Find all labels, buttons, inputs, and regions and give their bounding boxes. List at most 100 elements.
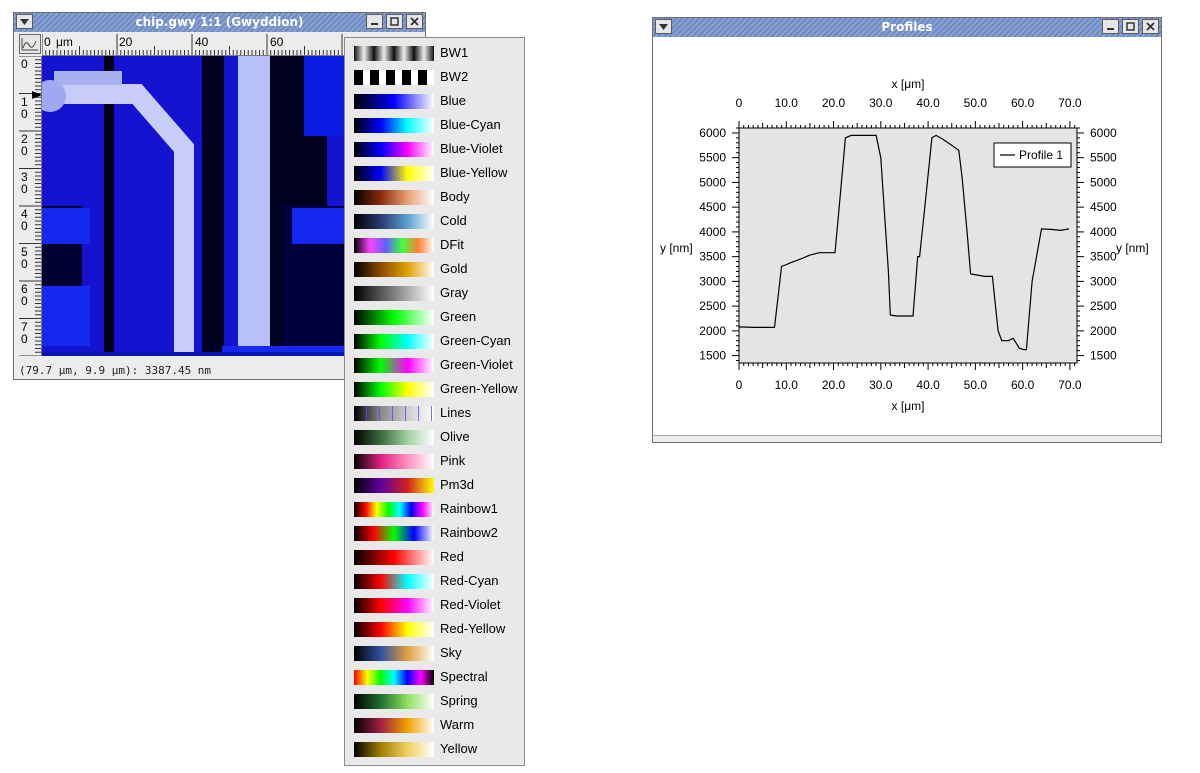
- gradient-menu-item-label: Spectral: [440, 669, 488, 684]
- profiles-window-titlebar[interactable]: Profiles: [653, 18, 1161, 37]
- gradient-menu-item[interactable]: Green-Cyan: [345, 330, 524, 354]
- x-tick-label-bottom: 70.0: [1058, 378, 1082, 392]
- window-menu-button[interactable]: [16, 14, 33, 29]
- gradient-menu-item[interactable]: Blue-Cyan: [345, 114, 524, 138]
- gradient-menu-item[interactable]: Spring: [345, 690, 524, 714]
- graph-icon: [21, 38, 38, 51]
- close-icon: [1146, 22, 1155, 31]
- x-tick-label-top: 10.0: [775, 96, 799, 110]
- legend-label: Profile 1: [1019, 148, 1063, 162]
- gradient-swatch: [354, 670, 434, 685]
- x-tick-label-bottom: 0: [736, 378, 743, 392]
- minimize-button[interactable]: [1102, 19, 1119, 34]
- minimize-button[interactable]: [366, 14, 383, 29]
- ruler-unit: μm: [56, 35, 73, 49]
- gradient-menu-item[interactable]: Sky: [345, 642, 524, 666]
- gradient-menu-item[interactable]: Blue: [345, 90, 524, 114]
- gradient-menu-item-label: Green-Yellow: [440, 381, 518, 396]
- gradient-swatch: [354, 286, 434, 301]
- gradient-menu-item[interactable]: BW2: [345, 66, 524, 90]
- y-tick-label-right: 3500: [1090, 250, 1117, 264]
- gradient-swatch: [354, 214, 434, 229]
- gradient-menu-item[interactable]: Gray: [345, 282, 524, 306]
- gradient-menu-item-label: Warm: [440, 717, 475, 732]
- gradient-menu-item-label: BW2: [440, 69, 469, 84]
- gradient-menu-item-label: Red: [440, 549, 464, 564]
- gradient-menu-item[interactable]: Green-Yellow: [345, 378, 524, 402]
- gradient-menu-item[interactable]: Blue-Violet: [345, 138, 524, 162]
- gradient-menu-item[interactable]: Rainbow1: [345, 498, 524, 522]
- gradient-menu-item[interactable]: Body: [345, 186, 524, 210]
- y-tick-label-left: 1500: [699, 349, 726, 363]
- gradient-menu-item-label: Olive: [440, 429, 470, 444]
- gradient-swatch: [354, 358, 434, 373]
- ruler-label: 4: [21, 207, 28, 221]
- gradient-menu-item[interactable]: BW1: [345, 42, 524, 66]
- series-line-profile-1: [738, 134, 1070, 351]
- ruler-label: 0: [21, 219, 28, 233]
- maximize-button[interactable]: [386, 14, 403, 29]
- gradient-menu-item[interactable]: Green: [345, 306, 524, 330]
- gradient-menu-item-label: Gold: [440, 261, 468, 276]
- gradient-swatch: [354, 694, 434, 709]
- y-tick-label-left: 2500: [699, 299, 726, 313]
- gradient-menu-item[interactable]: Lines: [345, 402, 524, 426]
- gradient-swatch: [354, 622, 434, 637]
- profiles-window: Profiles 0 0 10.0 10.0 20.0 20.0 30.0 30.0 40.0 4…: [652, 17, 1162, 443]
- gradient-menu-item[interactable]: Yellow: [345, 738, 524, 762]
- gradient-menu-item-label: Lines: [440, 405, 472, 420]
- y-tick-label-right: 5000: [1090, 175, 1117, 189]
- gradient-menu-item[interactable]: Warm: [345, 714, 524, 738]
- close-button[interactable]: [1142, 19, 1159, 34]
- window-menu-button[interactable]: [655, 19, 672, 34]
- close-icon: [410, 17, 419, 26]
- gradient-menu-item-label: Pink: [440, 453, 466, 468]
- gradient-menu-item-label: Red-Violet: [440, 597, 501, 612]
- minimize-icon: [371, 23, 378, 25]
- ruler-label: 2: [21, 132, 28, 146]
- graph-toggle-button[interactable]: [19, 34, 41, 54]
- gradient-menu-item[interactable]: Pink: [345, 450, 524, 474]
- gradient-menu-item[interactable]: Pm3d: [345, 474, 524, 498]
- gradient-menu-item[interactable]: Red-Violet: [345, 594, 524, 618]
- status-bar: (79.7 μm, 9.9 μm): 3387.45 nm: [19, 359, 349, 377]
- gradient-swatch: [354, 502, 434, 517]
- x-tick-label-top: 70.0: [1058, 96, 1082, 110]
- chevron-down-icon: [20, 18, 29, 25]
- ruler-label: 0: [21, 256, 28, 271]
- ruler-label-20: 20: [119, 35, 133, 49]
- gradient-swatch: [354, 526, 434, 541]
- y-tick-label-right: 3000: [1090, 274, 1117, 288]
- gradient-menu-item[interactable]: Red: [345, 546, 524, 570]
- ruler-label: 1: [21, 94, 28, 109]
- chip-window-title: chip.gwy 1:1 (Gwyddion): [135, 15, 304, 29]
- profiles-bottom-bar: [653, 435, 1161, 442]
- gradient-menu-item[interactable]: Green-Violet: [345, 354, 524, 378]
- gradient-menu-item[interactable]: Spectral: [345, 666, 524, 690]
- y-axis-label-right: y [nm]: [1116, 241, 1149, 255]
- gradient-menu-item[interactable]: Gold: [345, 258, 524, 282]
- gradient-menu-item[interactable]: Red-Cyan: [345, 570, 524, 594]
- gradient-menu-item[interactable]: Red-Yellow: [345, 618, 524, 642]
- gradient-menu-item[interactable]: Cold: [345, 210, 524, 234]
- gradient-menu: BW1 BW2 Blue Blue-Cyan Blue-Violet Blue-Yello…: [344, 37, 525, 766]
- chip-window-titlebar[interactable]: chip.gwy 1:1 (Gwyddion): [14, 13, 425, 32]
- gradient-menu-item[interactable]: DFit: [345, 234, 524, 258]
- gradient-swatch: [354, 454, 434, 469]
- data-image-view[interactable]: [42, 56, 344, 356]
- gradient-menu-item-label: Blue-Yellow: [440, 165, 508, 180]
- gradient-menu-item[interactable]: Rainbow2: [345, 522, 524, 546]
- maximize-button[interactable]: [1122, 19, 1139, 34]
- ruler-label: 0: [21, 144, 28, 158]
- gradient-menu-item-label: Body: [440, 189, 470, 204]
- ruler-label: 7: [21, 319, 28, 334]
- close-button[interactable]: [406, 14, 423, 29]
- gradient-menu-item-label: Blue: [440, 93, 467, 108]
- gradient-menu-item[interactable]: Olive: [345, 426, 524, 450]
- gradient-menu-item-label: Sky: [440, 645, 462, 660]
- gradient-swatch: [354, 550, 434, 565]
- gradient-swatch: [354, 598, 434, 613]
- x-tick-label-bottom: 50.0: [964, 378, 988, 392]
- gradient-swatch: [354, 190, 434, 205]
- gradient-menu-item[interactable]: Blue-Yellow: [345, 162, 524, 186]
